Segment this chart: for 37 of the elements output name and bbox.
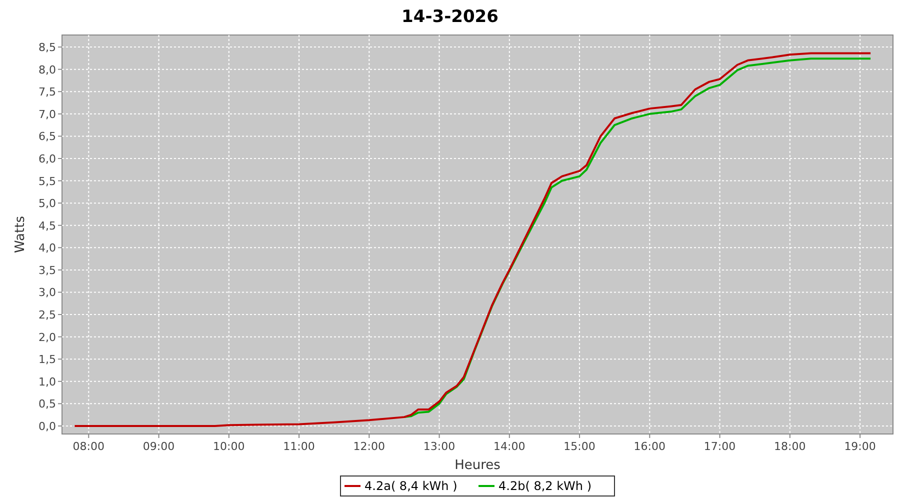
- line-series: [74, 52, 872, 427]
- y-tick-label: 3,0: [38, 286, 56, 300]
- y-tick-label: 0,0: [38, 420, 56, 433]
- y-tick-label: 1,0: [38, 375, 56, 388]
- x-tick-label: 15:00: [564, 440, 596, 453]
- y-axis-title: Watts: [13, 216, 28, 253]
- x-tick-label: 09:00: [142, 440, 175, 453]
- x-tick-label: 18:00: [774, 440, 806, 453]
- y-tick-label: 6,5: [38, 130, 56, 144]
- x-axis-title: Heures: [454, 458, 501, 473]
- y-tick-label: 5,5: [38, 174, 56, 188]
- x-tick-label: 10:00: [213, 440, 245, 453]
- y-tick-label: 8,5: [38, 41, 56, 54]
- y-tick-label: 3,5: [38, 264, 56, 277]
- y-tick-label: 4,0: [38, 242, 56, 255]
- x-tick-label: 13:00: [423, 440, 456, 453]
- y-tick-label: 7,0: [38, 108, 56, 121]
- y-tick-label: 6,0: [38, 152, 56, 166]
- x-tick-label: 08:00: [72, 440, 104, 453]
- y-tick-label: 4,5: [38, 219, 56, 232]
- y-tick-label: 7,5: [38, 86, 56, 99]
- x-tick-label: 16:00: [634, 440, 666, 453]
- y-tick-label: 0,5: [38, 398, 56, 411]
- chart-title: 14-3-2026: [402, 7, 498, 27]
- legend-label: 4.2b( 8,2 kWh ): [498, 479, 592, 493]
- legend-label: 4.2a( 8,4 kWh ): [364, 479, 458, 493]
- x-tick-label: 19:00: [844, 440, 876, 453]
- line-series: [403, 58, 872, 418]
- x-tick-label: 11:00: [283, 440, 315, 453]
- x-tick-label: 12:00: [353, 440, 386, 453]
- y-tick-label: 8,0: [38, 63, 56, 76]
- x-tick-label: 17:00: [704, 440, 736, 453]
- y-tick-label: 1,5: [38, 353, 56, 366]
- y-tick-label: 2,5: [38, 308, 56, 322]
- x-tick-label: 14:00: [494, 440, 526, 453]
- y-tick-label: 5,0: [38, 197, 56, 210]
- y-tick-label: 2,0: [38, 330, 56, 344]
